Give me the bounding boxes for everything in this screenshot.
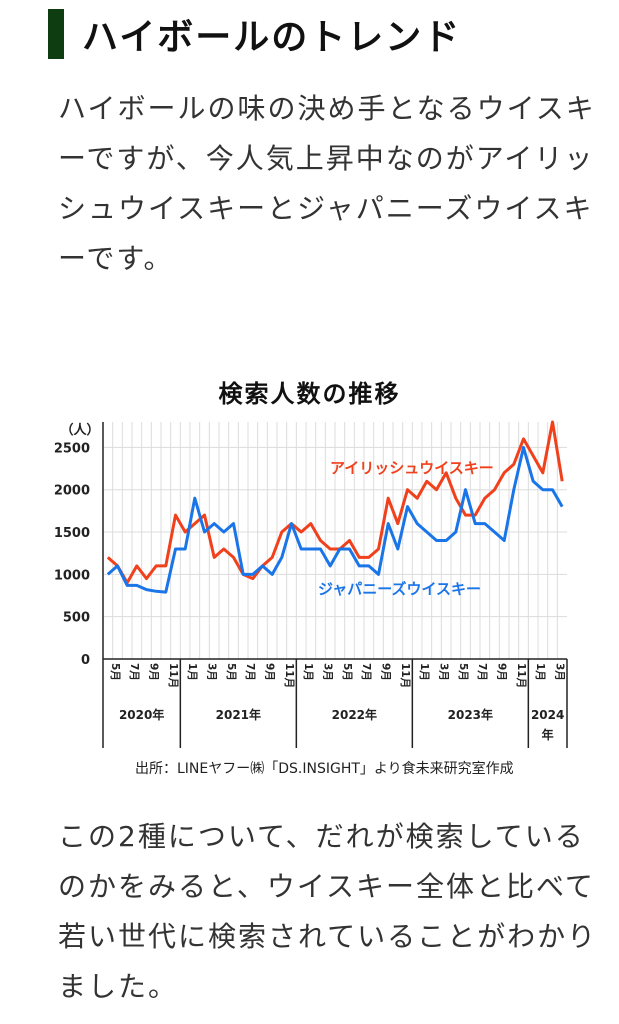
y-axis-unit-label: （人） bbox=[60, 422, 99, 438]
month-tick-label: 1月 bbox=[418, 663, 430, 681]
year-label: 2021年 bbox=[216, 707, 261, 722]
japanese-whisky-series-label: ジャパニーズウイスキー bbox=[318, 580, 481, 598]
heading-text: ハイボールのトレンド bbox=[82, 17, 462, 58]
heading-accent-bar bbox=[48, 9, 64, 59]
month-tick-label: 11月 bbox=[283, 663, 295, 688]
month-tick-label: 9月 bbox=[496, 663, 508, 681]
y-tick-label: 2000 bbox=[54, 484, 90, 499]
month-tick-label: 5月 bbox=[341, 663, 353, 681]
month-tick-label: 7月 bbox=[360, 663, 372, 681]
intro-paragraph: ハイボールの味の決め手となるウイスキーですが、今人気上昇中なのがアイリッシュウイ… bbox=[58, 92, 596, 275]
month-tick-label: 1月 bbox=[302, 663, 314, 681]
month-tick-label: 9月 bbox=[264, 663, 276, 681]
section-heading: ハイボールのトレンド bbox=[48, 8, 461, 60]
y-tick-label: 1500 bbox=[54, 526, 90, 541]
month-tick-label: 5月 bbox=[109, 663, 121, 681]
month-tick-label: 9月 bbox=[148, 663, 160, 681]
y-tick-label: 0 bbox=[81, 653, 90, 668]
month-tick-label: 9月 bbox=[380, 663, 392, 681]
year-label: 2023年 bbox=[448, 707, 493, 722]
month-tick-label: 5月 bbox=[225, 663, 237, 681]
year-label: 2024 bbox=[531, 708, 564, 722]
source-note: 出所：LINEヤフー㈱「DS.INSIGHT」より食未来研究室作成 bbox=[135, 761, 514, 777]
month-tick-label: 3月 bbox=[322, 663, 334, 681]
conclusion-paragraph: この2種について、だれが検索しているのかをみると、ウイスキー全体と比べて若い世代… bbox=[58, 820, 598, 1003]
month-tick-label: 3月 bbox=[438, 663, 450, 681]
irish-whisky-series-label: アイリッシュウイスキー bbox=[330, 459, 494, 477]
month-tick-label: 5月 bbox=[457, 663, 469, 681]
y-tick-label: 2500 bbox=[54, 441, 90, 456]
month-tick-label: 7月 bbox=[128, 663, 140, 681]
month-tick-label: 3月 bbox=[206, 663, 218, 681]
year-label: 2022年 bbox=[332, 707, 377, 722]
y-tick-label: 500 bbox=[63, 611, 90, 626]
month-tick-label: 1月 bbox=[534, 663, 546, 681]
irish-whisky-line bbox=[106, 420, 564, 585]
month-tick-label: 7月 bbox=[244, 663, 256, 681]
japanese-whisky-line bbox=[106, 445, 564, 594]
month-tick-label: 1月 bbox=[186, 663, 198, 681]
month-tick-label: 11月 bbox=[399, 663, 411, 688]
search-trend-chart: 0 500 1000 1500 2000 2500 （人） 2020年 2021年 2022年 20… bbox=[54, 420, 568, 748]
chart-title: 検索人数の推移 bbox=[218, 380, 401, 408]
year-label: 年 bbox=[542, 727, 554, 742]
month-tick-label: 3月 bbox=[554, 663, 566, 681]
month-tick-label: 11月 bbox=[167, 663, 179, 688]
month-tick-label: 7月 bbox=[476, 663, 488, 681]
y-tick-label: 1000 bbox=[54, 568, 90, 583]
year-label: 2020年 bbox=[119, 707, 164, 722]
month-tick-label: 11月 bbox=[515, 663, 527, 688]
